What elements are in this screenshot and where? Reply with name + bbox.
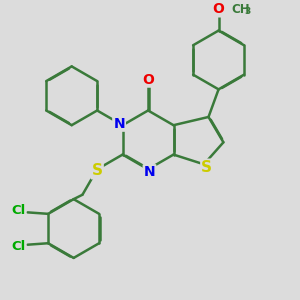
- Text: O: O: [213, 2, 224, 16]
- Text: N: N: [144, 165, 155, 179]
- Text: Cl: Cl: [11, 204, 25, 218]
- Text: 3: 3: [244, 7, 251, 16]
- Text: S: S: [201, 160, 212, 175]
- Text: Cl: Cl: [11, 240, 25, 253]
- Text: S: S: [92, 163, 103, 178]
- Text: O: O: [142, 73, 154, 87]
- Text: CH: CH: [231, 3, 250, 16]
- Text: N: N: [113, 117, 125, 131]
